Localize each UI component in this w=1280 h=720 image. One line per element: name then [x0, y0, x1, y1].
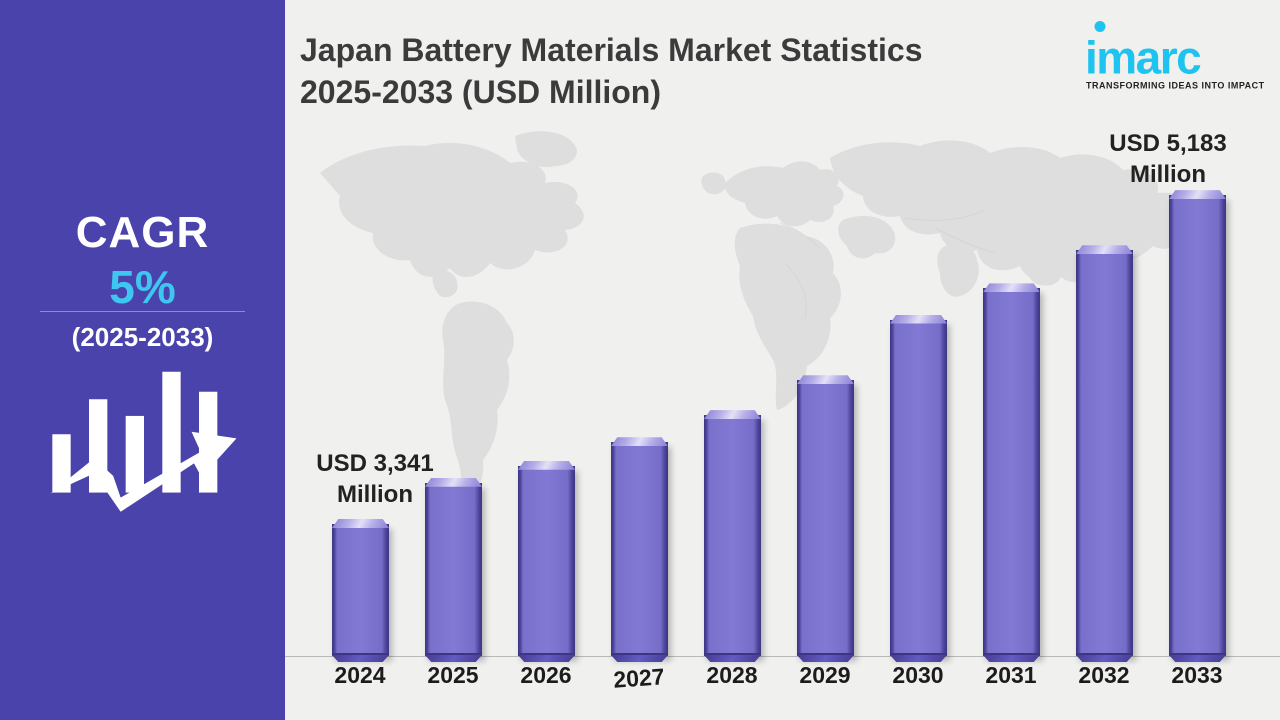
svg-text:TRANSFORMING IDEAS INTO IMPACT: TRANSFORMING IDEAS INTO IMPACT: [1086, 81, 1265, 91]
svg-text:imarc: imarc: [1085, 32, 1201, 84]
